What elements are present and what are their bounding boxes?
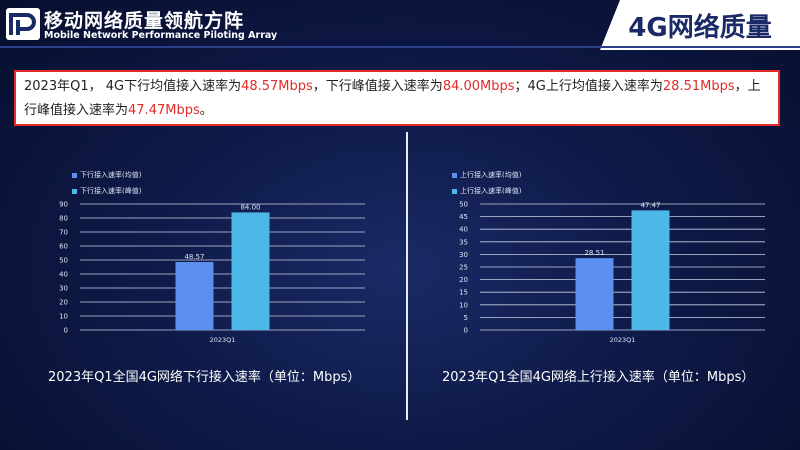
summary-text-2: ，下行峰值接入速率为: [312, 79, 443, 94]
y-tick-label: 0: [64, 327, 68, 335]
y-tick-label: 20: [459, 276, 468, 284]
y-tick-label: 35: [459, 238, 468, 246]
legend-item-peak: 上行接入速率(峰值): [452, 186, 521, 196]
y-tick-label: 30: [459, 251, 468, 259]
summary-value-down-mean: 48.57Mbps: [241, 79, 313, 94]
legend-uplink: 上行接入速率(均值) 上行接入速率(峰值): [452, 170, 521, 202]
summary-box: 2023年Q1， 4G下行均值接入速率为48.57Mbps，下行峰值接入速率为8…: [14, 70, 780, 126]
x-tick-label: 2023Q1: [210, 336, 236, 344]
legend-item-mean: 上行接入速率(均值): [452, 170, 521, 180]
legend-item-mean: 下行接入速率(均值): [72, 170, 141, 180]
legend-label: 上行接入速率(均值): [460, 171, 522, 179]
chart-uplink-svg: 0 5 10 15 20 25 30 35 40 45 50 28.51 47.47 2023Q1: [459, 201, 765, 344]
center-divider: [406, 132, 408, 420]
y-tick-label: 90: [59, 201, 68, 209]
y-tick-label: 30: [59, 285, 68, 293]
summary-value-up-peak: 47.47Mbps: [128, 103, 200, 118]
brand-name-en: Mobile Network Performance Piloting Arra…: [44, 30, 278, 41]
data-label: 28.51: [584, 249, 604, 257]
y-tick-label: 0: [464, 327, 468, 335]
legend-swatch: [72, 188, 77, 194]
y-tick-label: 50: [459, 201, 468, 209]
bar-peak: [631, 210, 670, 330]
bar-mean: [175, 262, 214, 330]
y-tick-label: 5: [464, 314, 468, 322]
legend-swatch: [72, 172, 77, 178]
chart-uplink-caption: 2023年Q1全国4G网络上行接入速率（单位：Mbps）: [442, 370, 755, 385]
y-tick-label: 70: [59, 229, 68, 237]
data-label: 48.57: [184, 253, 204, 261]
legend-label: 上行接入速率(峰值): [460, 187, 522, 195]
y-tick-label: 60: [59, 243, 68, 251]
y-tick-label: 10: [459, 301, 468, 309]
chart-downlink-caption: 2023年Q1全国4G网络下行接入速率（单位：Mbps）: [48, 370, 361, 385]
summary-text-3: ；4G上行均值接入速率为: [514, 79, 663, 94]
data-label: 84.00: [240, 203, 260, 211]
legend-downlink: 下行接入速率(均值) 下行接入速率(峰值): [72, 170, 141, 202]
y-tick-label: 15: [459, 289, 468, 297]
legend-swatch: [452, 172, 457, 178]
y-tick-label: 50: [59, 257, 68, 265]
legend-label: 下行接入速率(均值): [80, 171, 142, 179]
y-tick-label: 25: [459, 264, 468, 272]
y-tick-label: 40: [59, 271, 68, 279]
summary-text-4: ，上行峰值接入速率为: [24, 79, 761, 118]
chart-uplink: 0 5 10 15 20 25 30 35 40 45 50 28.51 47.47 2023Q1: [420, 196, 790, 396]
legend-item-peak: 下行接入速率(峰值): [72, 186, 141, 196]
page-title: 4G网络质量: [600, 0, 800, 50]
summary-value-up-mean: 28.51Mbps: [662, 79, 735, 94]
header-bar: 移动网络质量领航方阵 Mobile Network Performance Pi…: [0, 0, 800, 50]
y-tick-label: 20: [59, 299, 68, 307]
data-label: 47.47: [640, 201, 660, 209]
legend-label: 下行接入速率(峰值): [80, 187, 142, 195]
bar-mean: [575, 258, 614, 330]
summary-text-1: 2023年Q1， 4G下行均值接入速率为: [24, 79, 242, 94]
brand-name-cn: 移动网络质量领航方阵: [44, 10, 245, 32]
chart-downlink: 0 10 20 30 40 50 60 70 80 90 48.57 84.00 2023Q1: [20, 196, 390, 396]
y-tick-label: 40: [459, 226, 468, 234]
logo-icon: [6, 8, 40, 40]
y-tick-label: 80: [59, 215, 68, 223]
legend-swatch: [452, 188, 457, 194]
summary-value-down-peak: 84.00Mbps: [442, 79, 515, 94]
bar-peak: [231, 212, 270, 330]
y-tick-label: 45: [459, 213, 468, 221]
chart-downlink-svg: 0 10 20 30 40 50 60 70 80 90 48.57 84.00 2023Q1: [59, 201, 365, 344]
summary-text-5: 。: [199, 103, 213, 118]
header-divider: [0, 46, 800, 48]
x-tick-label: 2023Q1: [610, 336, 636, 344]
y-tick-label: 10: [59, 313, 68, 321]
